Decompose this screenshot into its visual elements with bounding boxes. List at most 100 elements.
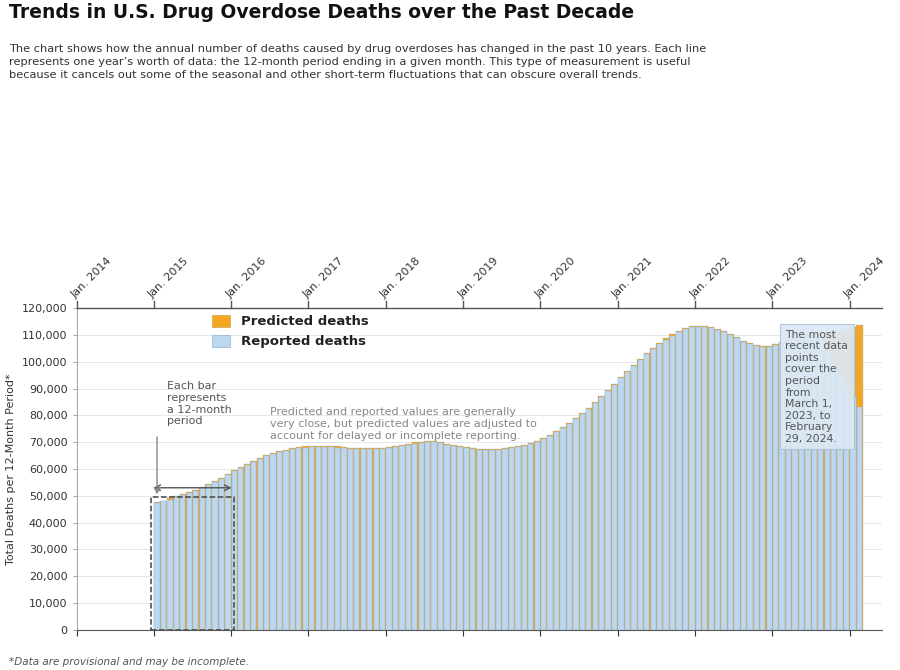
Bar <box>256 458 264 630</box>
Bar <box>644 354 650 630</box>
Bar <box>856 326 863 630</box>
Bar <box>386 448 391 630</box>
Bar <box>786 340 792 630</box>
Bar <box>579 413 586 630</box>
Bar <box>380 449 385 630</box>
Bar <box>354 448 360 630</box>
Bar <box>167 500 173 630</box>
Bar <box>617 377 625 630</box>
Bar <box>798 336 805 630</box>
Bar <box>335 448 340 630</box>
Bar <box>625 371 631 630</box>
Bar <box>219 478 224 630</box>
Bar <box>721 331 727 630</box>
Bar <box>496 450 501 630</box>
Bar <box>708 328 714 630</box>
Bar <box>753 346 759 630</box>
Bar <box>760 347 765 630</box>
Bar <box>812 336 817 630</box>
Bar <box>360 448 366 630</box>
Bar <box>522 446 527 630</box>
Bar <box>316 447 320 630</box>
Bar <box>528 444 534 630</box>
Bar <box>199 487 205 630</box>
Bar <box>605 390 611 630</box>
Bar <box>715 330 720 630</box>
Bar <box>727 334 734 630</box>
Bar <box>155 503 159 630</box>
Bar <box>527 443 534 630</box>
Bar <box>284 451 289 630</box>
Bar <box>612 385 617 630</box>
Bar <box>670 336 675 630</box>
Bar <box>766 346 772 630</box>
Bar <box>347 448 354 630</box>
Bar <box>760 346 766 630</box>
Bar <box>212 481 219 630</box>
Bar <box>598 396 605 630</box>
Bar <box>186 492 193 630</box>
Bar <box>682 328 688 630</box>
Bar <box>295 448 302 630</box>
Bar <box>805 335 811 630</box>
Text: Jan. 2016: Jan. 2016 <box>224 256 268 300</box>
Text: Jan. 2018: Jan. 2018 <box>379 256 423 300</box>
Bar <box>772 344 778 630</box>
Bar <box>477 450 482 630</box>
Bar <box>850 397 856 630</box>
Bar <box>747 343 753 630</box>
Bar <box>366 448 373 630</box>
Bar <box>695 326 702 630</box>
Bar <box>611 383 617 630</box>
Bar <box>456 446 464 630</box>
Bar <box>786 341 791 630</box>
Bar <box>637 359 643 630</box>
Bar <box>670 334 676 630</box>
Bar <box>180 495 185 630</box>
Bar <box>411 442 418 630</box>
Bar <box>277 452 282 630</box>
Bar <box>400 446 405 630</box>
Text: Jan. 2022: Jan. 2022 <box>688 256 733 300</box>
Bar <box>572 418 579 630</box>
Bar <box>347 449 353 630</box>
Bar <box>702 327 707 630</box>
Text: Jan. 2023: Jan. 2023 <box>765 256 810 300</box>
Text: *Data are provisional and may be incomplete.: *Data are provisional and may be incompl… <box>9 657 249 667</box>
Bar <box>444 444 450 630</box>
Bar <box>560 427 566 630</box>
Bar <box>380 448 386 630</box>
Bar <box>734 338 740 630</box>
Bar <box>850 328 856 630</box>
Bar <box>283 450 289 630</box>
Bar <box>276 452 283 630</box>
Bar <box>425 441 431 630</box>
Bar <box>663 338 670 630</box>
Bar <box>792 339 797 630</box>
Bar <box>386 447 392 630</box>
Text: Predicted and reported values are generally
very close, but predicted values are: Predicted and reported values are genera… <box>270 407 536 441</box>
Bar <box>843 330 850 630</box>
Bar <box>663 340 669 630</box>
Text: Jan. 2019: Jan. 2019 <box>456 256 500 300</box>
Text: Jan. 2020: Jan. 2020 <box>534 256 578 300</box>
Bar <box>445 445 450 630</box>
Bar <box>753 345 760 630</box>
Bar <box>355 449 359 630</box>
Bar <box>554 431 560 630</box>
Text: Trends in U.S. Drug Overdose Deaths over the Past Decade: Trends in U.S. Drug Overdose Deaths over… <box>9 3 634 22</box>
Bar <box>418 443 424 630</box>
Bar <box>831 332 837 630</box>
Bar <box>817 334 824 630</box>
Bar <box>773 346 778 630</box>
Bar <box>534 441 541 630</box>
Bar <box>173 496 180 630</box>
Bar <box>837 331 843 630</box>
Bar <box>502 449 508 630</box>
Bar <box>322 447 328 630</box>
Bar <box>373 448 380 630</box>
Bar <box>792 338 798 630</box>
Bar <box>708 327 715 630</box>
Bar <box>541 440 546 630</box>
Bar <box>741 342 746 630</box>
